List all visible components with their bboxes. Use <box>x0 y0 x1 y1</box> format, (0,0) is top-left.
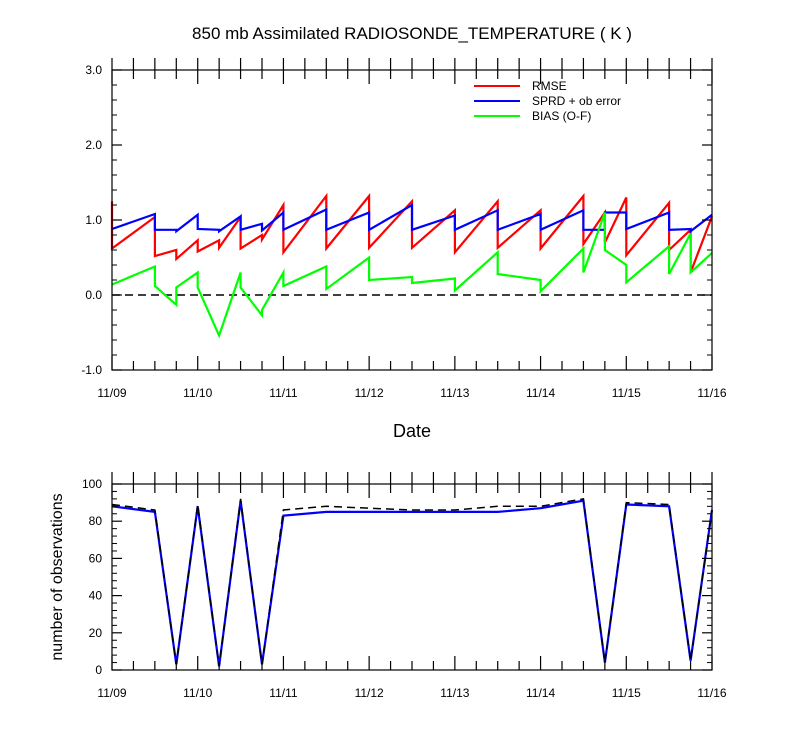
x-axis-label: Date <box>393 421 431 441</box>
x-tick-label: 11/16 <box>697 386 726 400</box>
series-line-used <box>111 499 714 667</box>
observations-chart: 0 20 40 60 80 100 11/09 11/10 11/11 11/12 11/13 11/… <box>49 472 727 700</box>
y-tick-label: 1.0 <box>85 213 102 227</box>
series-line-possible <box>111 498 713 667</box>
legend-label: RMSE <box>532 79 567 93</box>
x-tick-label: 11/12 <box>355 386 384 400</box>
x-tick-label: 11/12 <box>355 686 384 700</box>
x-tick-label: 11/13 <box>440 686 469 700</box>
x-tick-label: 11/09 <box>97 686 126 700</box>
y-tick-label: 60 <box>89 551 103 565</box>
rmse-chart: 850 mb Assimilated RADIOSONDE_TEMPERATUR… <box>81 24 727 441</box>
series-line-sprd-ob-error <box>111 203 713 234</box>
x-tick-label: 11/09 <box>97 386 126 400</box>
x-tick-label: 11/15 <box>612 386 641 400</box>
x-tick-label: 11/14 <box>526 686 555 700</box>
chart-title: 850 mb Assimilated RADIOSONDE_TEMPERATUR… <box>192 24 632 43</box>
y-tick-label: 3.0 <box>85 63 102 77</box>
y-tick-label: 20 <box>89 626 103 640</box>
y-tick-label: -1.0 <box>81 363 102 377</box>
x-tick-label: 11/11 <box>269 686 298 700</box>
x-tick-label: 11/14 <box>526 386 555 400</box>
x-tick-label: 11/13 <box>440 386 469 400</box>
x-tick-label: 11/10 <box>183 386 212 400</box>
y-tick-label: 2.0 <box>85 138 102 152</box>
x-tick-label: 11/10 <box>183 686 212 700</box>
y-tick-label: 100 <box>82 477 102 491</box>
y-tick-label: 40 <box>89 589 103 603</box>
x-tick-label: 11/15 <box>612 686 641 700</box>
legend-label: SPRD + ob error <box>532 94 621 108</box>
series-line-bias-o-f <box>111 212 713 339</box>
x-tick-label: 11/16 <box>697 686 726 700</box>
y-tick-label: 80 <box>89 514 103 528</box>
legend-label: BIAS (O-F) <box>532 109 591 123</box>
y-tick-label: 0.0 <box>85 288 102 302</box>
y-axis-label: number of observations <box>49 493 66 660</box>
y-tick-label: 0 <box>95 663 102 677</box>
x-tick-label: 11/11 <box>269 386 298 400</box>
